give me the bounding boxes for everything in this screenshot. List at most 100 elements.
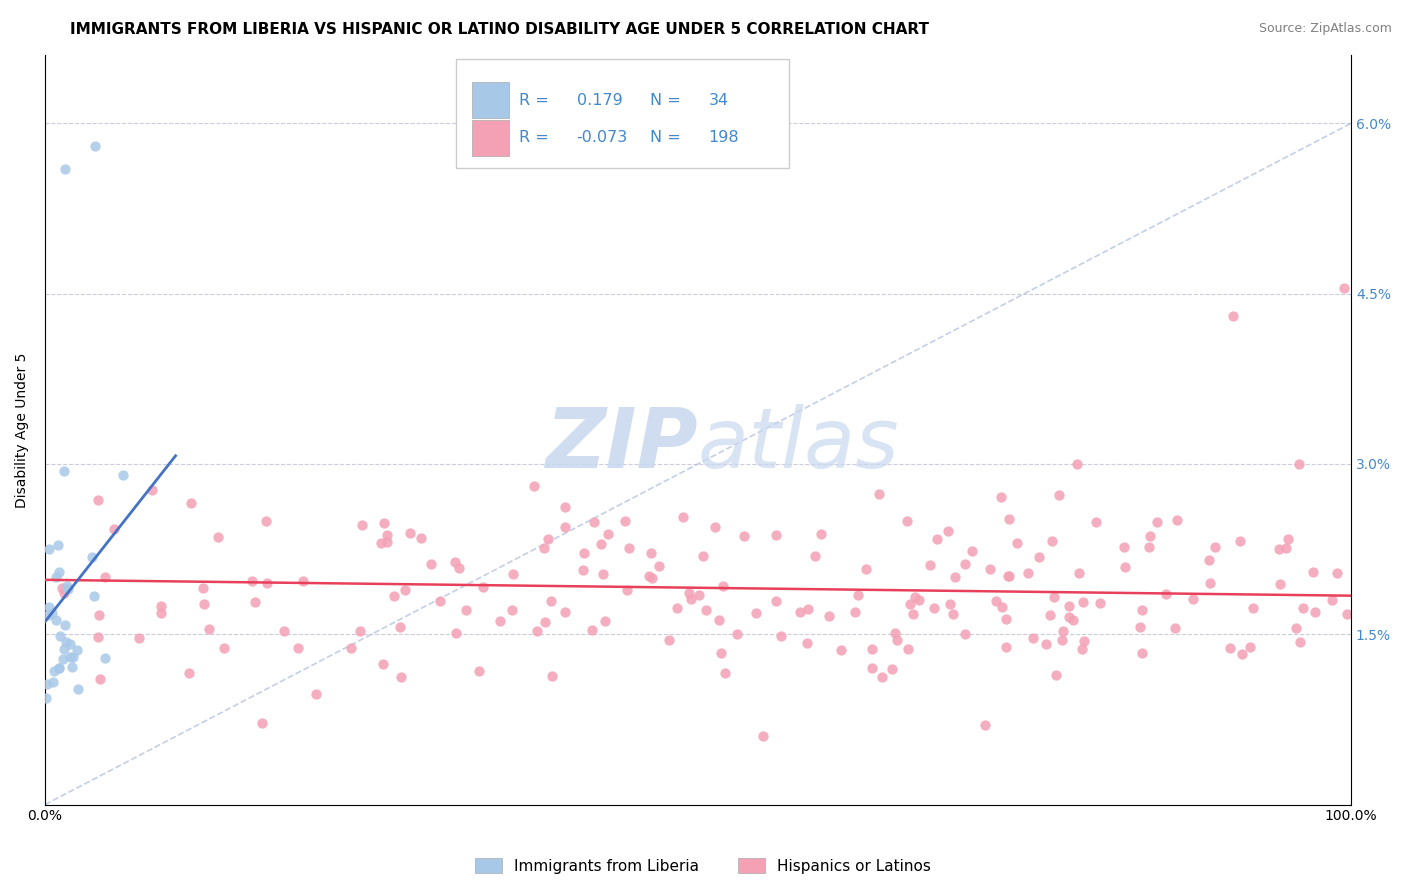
Point [212,640,235,655]
Point [908,593,931,607]
Point [35,677,58,691]
Point [846,588,869,602]
Point [1042,533,1064,548]
Point [243,595,266,609]
Point [273,624,295,638]
Point [1022,631,1045,645]
Point [745,606,768,620]
Point [1320,593,1343,607]
Point [454,603,477,617]
Point [1198,553,1220,567]
Point [616,582,638,597]
Point [1229,533,1251,548]
Point [880,662,903,676]
Point [1114,559,1136,574]
Point [640,546,662,560]
Point [984,594,1007,608]
Point [998,512,1021,526]
Y-axis label: Disability Age Under 5: Disability Age Under 5 [15,352,30,508]
Point [1277,532,1299,546]
Point [897,642,920,657]
Point [1285,621,1308,635]
Point [83,139,105,153]
Point [1336,607,1358,622]
Point [1047,487,1070,501]
Point [207,530,229,544]
Point [765,593,787,607]
Point [150,599,173,614]
Point [960,544,983,558]
Point [38,541,60,556]
Point [707,613,730,627]
Point [1198,575,1220,590]
Point [896,514,918,528]
Point [1028,549,1050,564]
Point [1139,529,1161,543]
Point [571,563,593,577]
Point [370,536,392,550]
Point [904,590,927,604]
Point [149,606,172,620]
Point [429,594,451,608]
Point [382,589,405,603]
Point [1333,281,1355,295]
Point [419,558,441,572]
Point [1071,641,1094,656]
Point [62,650,84,665]
Point [1057,610,1080,624]
Point [198,622,221,636]
Point [540,594,562,608]
Point [830,642,852,657]
Point [1085,516,1108,530]
Point [340,641,363,656]
Point [995,612,1018,626]
Point [953,627,976,641]
Point [658,633,681,648]
Point [1005,536,1028,550]
Point [1326,566,1348,581]
Point [533,541,555,556]
Point [593,614,616,628]
FancyBboxPatch shape [472,120,509,155]
Text: N =: N = [650,93,686,108]
Point [51,581,73,595]
Point [1146,515,1168,529]
Point [1219,641,1241,656]
Point [394,582,416,597]
Point [1130,646,1153,660]
Point [797,601,820,615]
Point [89,672,111,686]
Point [936,524,959,538]
Point [704,520,727,534]
Point [52,652,75,666]
Text: N =: N = [650,130,686,145]
Point [177,666,200,681]
Point [523,479,546,493]
Point [48,661,70,675]
Point [52,586,75,600]
Point [305,687,328,701]
Text: ZIP: ZIP [546,404,697,485]
Point [128,631,150,645]
Point [48,565,70,579]
Point [53,161,76,176]
Point [1268,541,1291,556]
Point [1166,513,1188,527]
Point [93,569,115,583]
Point [1057,599,1080,614]
Point [447,560,470,574]
Point [617,541,640,555]
Point [48,660,70,674]
Text: R =: R = [519,130,554,145]
Point [56,579,79,593]
Point [695,603,717,617]
Point [256,514,278,528]
Point [1066,457,1088,471]
Point [52,641,75,656]
Point [817,608,839,623]
Text: atlas: atlas [697,404,900,485]
Point [752,730,775,744]
Point [80,550,103,565]
Point [714,666,737,681]
Point [855,562,877,576]
